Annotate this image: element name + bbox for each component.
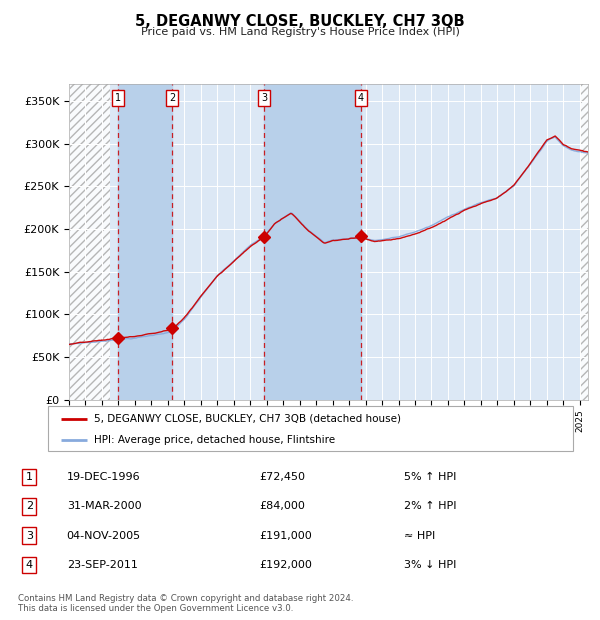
- Text: 2: 2: [169, 93, 175, 103]
- Text: Contains HM Land Registry data © Crown copyright and database right 2024.
This d: Contains HM Land Registry data © Crown c…: [18, 594, 353, 613]
- Text: 5% ↑ HPI: 5% ↑ HPI: [404, 472, 456, 482]
- Bar: [69, 84, 110, 400]
- Text: 31-MAR-2000: 31-MAR-2000: [67, 502, 142, 512]
- Bar: [264, 84, 361, 400]
- Text: 04-NOV-2005: 04-NOV-2005: [67, 531, 141, 541]
- Text: HPI: Average price, detached house, Flintshire: HPI: Average price, detached house, Flin…: [94, 435, 335, 445]
- Text: 1: 1: [26, 472, 33, 482]
- Text: 5, DEGANWY CLOSE, BUCKLEY, CH7 3QB: 5, DEGANWY CLOSE, BUCKLEY, CH7 3QB: [135, 14, 465, 29]
- Text: 2% ↑ HPI: 2% ↑ HPI: [404, 502, 456, 512]
- Bar: [580, 84, 588, 400]
- Text: £84,000: £84,000: [260, 502, 305, 512]
- Text: 2: 2: [26, 502, 33, 512]
- Bar: [118, 84, 172, 400]
- Text: 5, DEGANWY CLOSE, BUCKLEY, CH7 3QB (detached house): 5, DEGANWY CLOSE, BUCKLEY, CH7 3QB (deta…: [94, 414, 401, 424]
- Text: 4: 4: [26, 560, 33, 570]
- Text: 3% ↓ HPI: 3% ↓ HPI: [404, 560, 456, 570]
- Text: 1: 1: [115, 93, 121, 103]
- Text: 19-DEC-1996: 19-DEC-1996: [67, 472, 140, 482]
- Text: 23-SEP-2011: 23-SEP-2011: [67, 560, 137, 570]
- Text: £191,000: £191,000: [260, 531, 313, 541]
- Text: ≈ HPI: ≈ HPI: [404, 531, 435, 541]
- Text: 3: 3: [26, 531, 33, 541]
- Text: 4: 4: [358, 93, 364, 103]
- Text: £192,000: £192,000: [260, 560, 313, 570]
- Text: £72,450: £72,450: [260, 472, 305, 482]
- Text: Price paid vs. HM Land Registry's House Price Index (HPI): Price paid vs. HM Land Registry's House …: [140, 27, 460, 37]
- Text: 3: 3: [261, 93, 267, 103]
